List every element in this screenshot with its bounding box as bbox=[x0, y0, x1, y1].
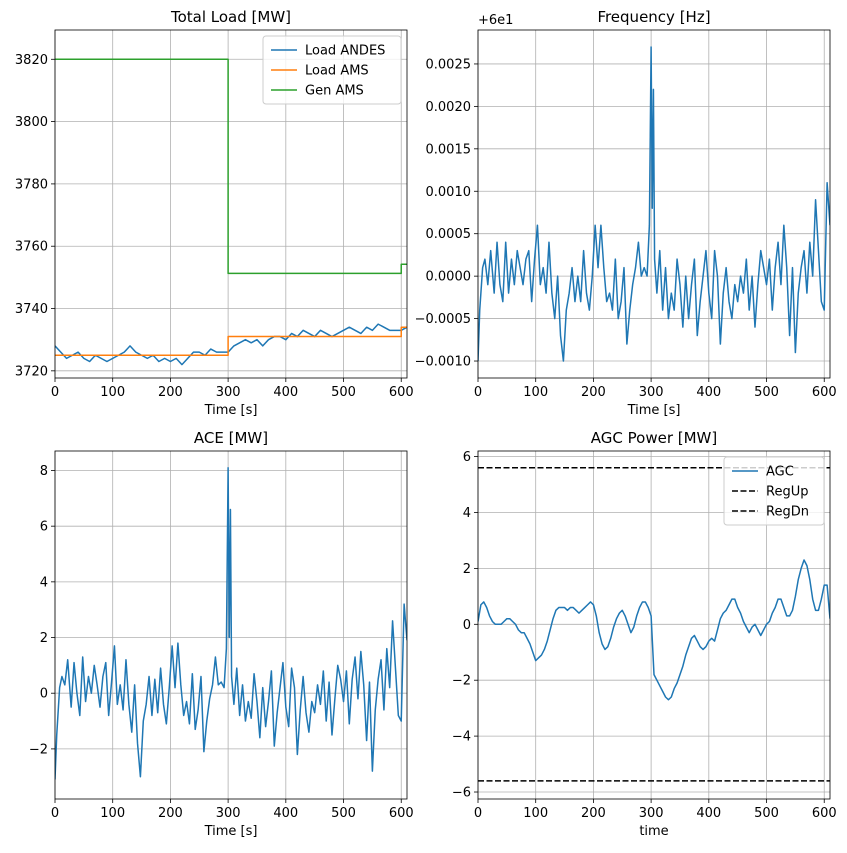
x-tick-label: 300 bbox=[639, 806, 664, 821]
x-tick-label: 100 bbox=[523, 806, 548, 821]
series-line-agc bbox=[478, 559, 830, 701]
legend-label: Load AMS bbox=[305, 64, 369, 79]
x-tick-label: 200 bbox=[581, 806, 606, 821]
x-tick-label: 600 bbox=[812, 806, 837, 821]
legend-label: Gen AMS bbox=[305, 84, 364, 99]
y-tick-label: 3800 bbox=[15, 115, 48, 130]
x-tick-label: 0 bbox=[474, 806, 482, 821]
x-axis-label: Time [s] bbox=[204, 824, 258, 839]
legend-label: RegUp bbox=[766, 485, 808, 500]
legend: AGC RegUp RegDn bbox=[723, 456, 825, 526]
x-tick-label: 100 bbox=[100, 385, 125, 400]
legend-box bbox=[723, 456, 825, 526]
y-tick-label: 6 bbox=[463, 450, 471, 465]
axes-frame bbox=[54, 29, 408, 379]
x-tick-label: 0 bbox=[474, 385, 482, 400]
chart-title: AGC Power [MW] bbox=[591, 429, 717, 447]
x-tick-label: 100 bbox=[523, 385, 548, 400]
series-line-load-andes bbox=[55, 323, 407, 366]
legend-label: Load ANDES bbox=[305, 44, 385, 59]
x-tick-label: 400 bbox=[273, 806, 298, 821]
y-tick-label: −0.0005 bbox=[415, 312, 471, 327]
x-tick-label: 0 bbox=[51, 806, 59, 821]
chart-panel-0: 0 100 200 300 400 500 600 3720 3740 3760 3780 3800 3… bbox=[15, 8, 414, 418]
x-axis-label: Time [s] bbox=[627, 403, 681, 418]
y-tick-label: −6 bbox=[452, 786, 471, 801]
legend-label: AGC bbox=[766, 465, 794, 480]
legend-label: RegDn bbox=[766, 505, 809, 520]
x-tick-label: 100 bbox=[100, 806, 125, 821]
y-tick-label: 0.0010 bbox=[426, 185, 472, 200]
y-tick-label: 4 bbox=[463, 506, 471, 521]
x-tick-label: 500 bbox=[331, 806, 356, 821]
y-tick-label: 3760 bbox=[15, 240, 48, 255]
x-tick-label: 400 bbox=[696, 806, 721, 821]
axes-frame bbox=[477, 450, 831, 800]
chart-title: Total Load [MW] bbox=[170, 8, 291, 26]
y-tick-label: −4 bbox=[452, 730, 471, 745]
x-tick-label: 400 bbox=[696, 385, 721, 400]
x-tick-label: 500 bbox=[754, 385, 779, 400]
axes-frame bbox=[54, 450, 408, 800]
x-axis-label: Time [s] bbox=[204, 403, 258, 418]
chart-title: ACE [MW] bbox=[194, 429, 268, 447]
x-tick-label: 600 bbox=[389, 385, 414, 400]
chart-panel-3: 0 100 200 300 400 500 600 −6 −4 −2 0 2 4 6 AGC Power [… bbox=[452, 429, 837, 839]
x-axis-label: time bbox=[639, 824, 668, 839]
x-tick-label: 600 bbox=[389, 806, 414, 821]
x-tick-label: 200 bbox=[581, 385, 606, 400]
series-line-0 bbox=[478, 46, 830, 362]
y-tick-label: 8 bbox=[40, 464, 48, 479]
y-tick-label: 2 bbox=[40, 631, 48, 646]
chart-panel-1: 0 100 200 300 400 500 600 −0.0010 −0.0005 0.0000 0… bbox=[415, 8, 837, 418]
x-tick-label: 500 bbox=[754, 806, 779, 821]
y-tick-label: 3820 bbox=[15, 53, 48, 68]
x-tick-label: 500 bbox=[331, 385, 356, 400]
chart-panel-2: 0 100 200 300 400 500 600 −2 0 2 4 6 8 ACE [MW] Time [… bbox=[29, 429, 414, 839]
axis-offset-text: +6e1 bbox=[478, 13, 513, 28]
x-tick-label: 200 bbox=[158, 806, 183, 821]
y-tick-label: 0 bbox=[463, 618, 471, 633]
y-tick-label: 3720 bbox=[15, 364, 48, 379]
x-tick-label: 300 bbox=[216, 806, 241, 821]
y-tick-label: 0.0025 bbox=[426, 57, 472, 72]
axes-frame bbox=[477, 29, 831, 379]
y-tick-label: 3780 bbox=[15, 177, 48, 192]
x-tick-label: 300 bbox=[639, 385, 664, 400]
legend: Load ANDES Load AMS Gen AMS bbox=[262, 35, 402, 105]
y-tick-label: 2 bbox=[463, 562, 471, 577]
x-tick-label: 200 bbox=[158, 385, 183, 400]
y-tick-label: 0 bbox=[40, 687, 48, 702]
y-tick-label: −2 bbox=[29, 742, 48, 757]
legend-box bbox=[262, 35, 402, 105]
series-line-0 bbox=[55, 466, 407, 780]
y-tick-label: 6 bbox=[40, 520, 48, 535]
y-tick-label: 0.0000 bbox=[426, 270, 472, 285]
y-tick-label: 4 bbox=[40, 575, 48, 590]
y-tick-label: 0.0005 bbox=[426, 227, 472, 242]
y-tick-label: 0.0020 bbox=[426, 100, 472, 115]
chart-title: Frequency [Hz] bbox=[597, 8, 710, 26]
x-tick-label: 0 bbox=[51, 385, 59, 400]
series-line-load-ams bbox=[55, 326, 407, 357]
x-tick-label: 600 bbox=[812, 385, 837, 400]
y-tick-label: 3740 bbox=[15, 302, 48, 317]
x-tick-label: 400 bbox=[273, 385, 298, 400]
y-tick-label: −0.0010 bbox=[415, 355, 471, 370]
x-tick-label: 300 bbox=[216, 385, 241, 400]
y-tick-label: −2 bbox=[452, 674, 471, 689]
series-line-gen-ams bbox=[55, 58, 407, 275]
y-tick-label: 0.0015 bbox=[426, 142, 472, 157]
